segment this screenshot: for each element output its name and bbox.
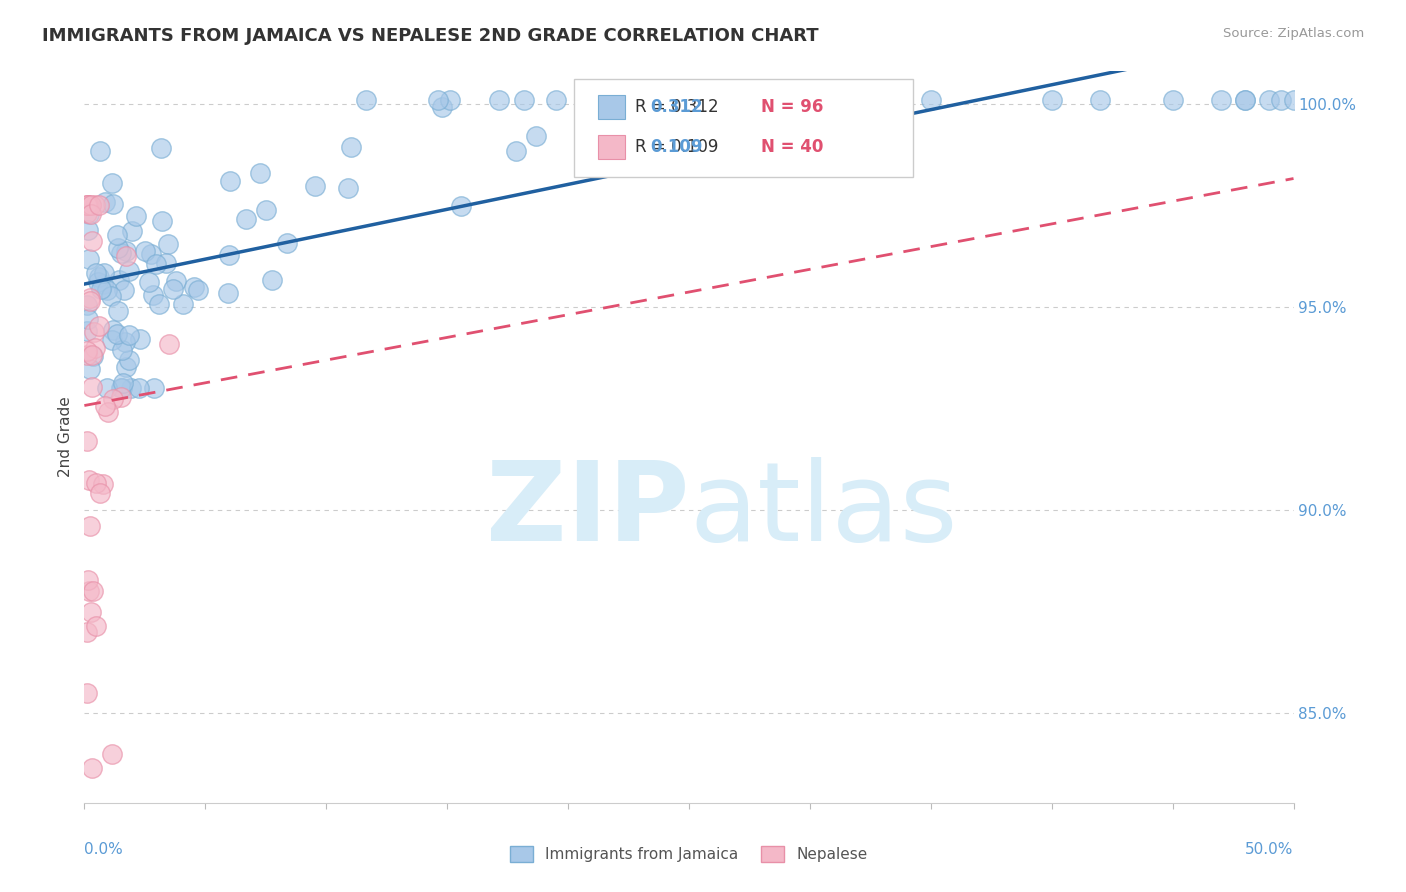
FancyBboxPatch shape bbox=[574, 78, 912, 178]
Y-axis label: 2nd Grade: 2nd Grade bbox=[58, 397, 73, 477]
Text: 0.0%: 0.0% bbox=[84, 842, 124, 856]
Text: R = 0.109: R = 0.109 bbox=[634, 138, 718, 156]
Text: Source: ZipAtlas.com: Source: ZipAtlas.com bbox=[1223, 27, 1364, 40]
Text: atlas: atlas bbox=[689, 457, 957, 564]
Text: 50.0%: 50.0% bbox=[1246, 842, 1294, 856]
Text: IMMIGRANTS FROM JAMAICA VS NEPALESE 2ND GRADE CORRELATION CHART: IMMIGRANTS FROM JAMAICA VS NEPALESE 2ND … bbox=[42, 27, 818, 45]
Text: 0.109: 0.109 bbox=[650, 138, 703, 156]
Text: N = 96: N = 96 bbox=[762, 98, 824, 116]
Text: 0.312: 0.312 bbox=[650, 98, 703, 116]
Legend: Immigrants from Jamaica, Nepalese: Immigrants from Jamaica, Nepalese bbox=[503, 840, 875, 868]
Bar bbox=[599, 95, 624, 119]
Text: N = 40: N = 40 bbox=[762, 138, 824, 156]
Text: R = 0.312: R = 0.312 bbox=[634, 98, 718, 116]
Text: ZIP: ZIP bbox=[485, 457, 689, 564]
Bar bbox=[599, 135, 624, 159]
